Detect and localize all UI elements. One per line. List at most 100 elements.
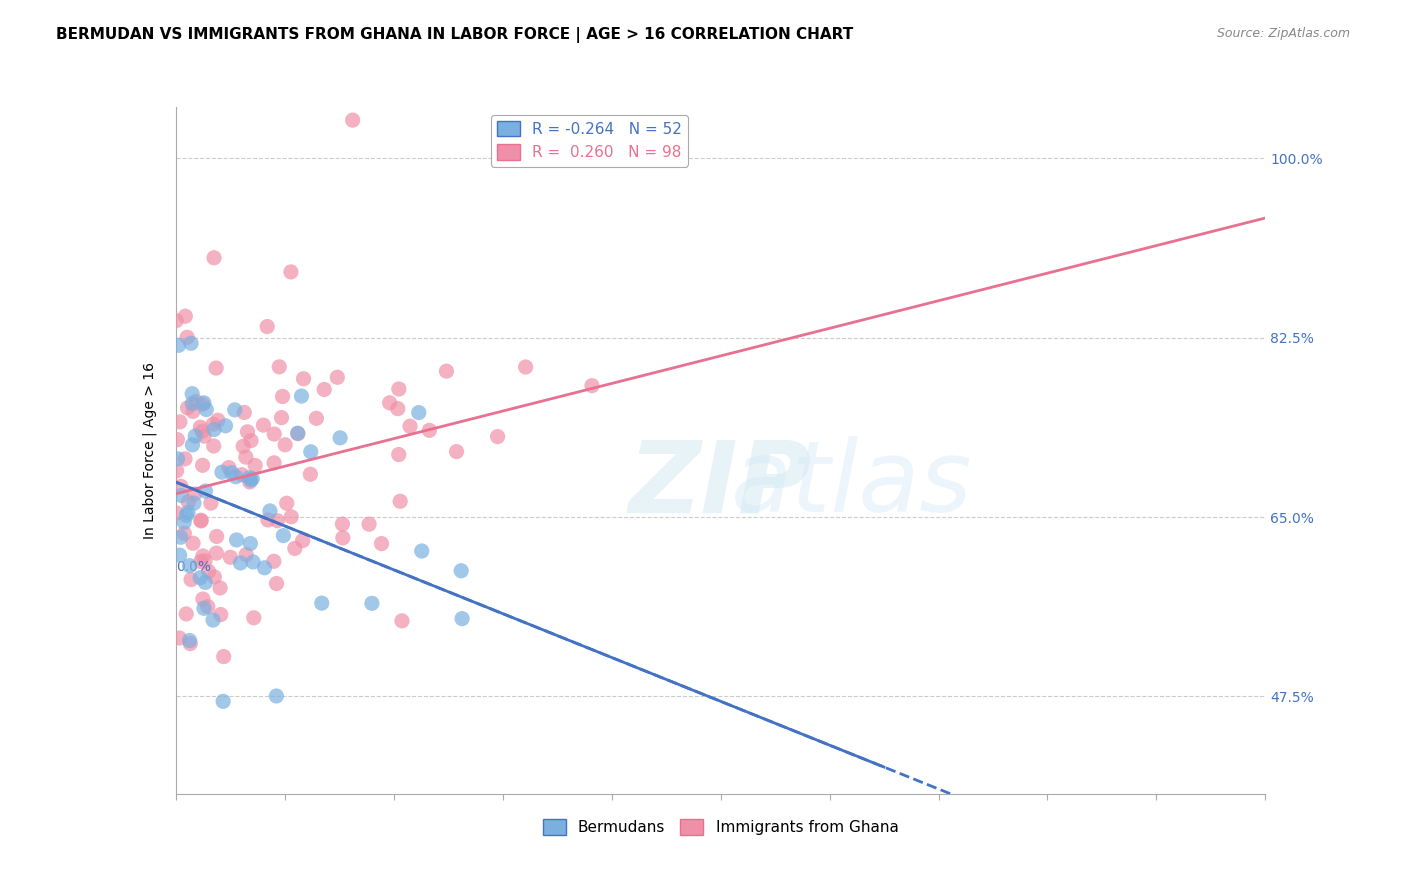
Point [225, 469, 247, 483]
Point [180, 573, 202, 587]
Point [165, 313, 187, 327]
Point [274, 438, 297, 452]
Point [181, 396, 204, 410]
Point [284, 541, 307, 556]
Point [388, 448, 411, 462]
Point [263, 554, 285, 568]
Point [169, 631, 191, 645]
Point [191, 591, 214, 606]
Point [269, 359, 291, 374]
Point [233, 405, 256, 419]
Point [280, 509, 302, 524]
Point [280, 265, 302, 279]
Point [202, 570, 225, 584]
Point [181, 386, 204, 401]
Point [190, 514, 212, 528]
Point [239, 475, 262, 489]
Y-axis label: In Labor Force | Age > 16: In Labor Force | Age > 16 [142, 362, 157, 539]
Point [236, 425, 259, 439]
Point [207, 413, 229, 427]
Point [245, 458, 267, 473]
Point [436, 364, 458, 378]
Point [190, 513, 212, 527]
Point [332, 531, 354, 545]
Point [166, 464, 188, 478]
Point [166, 433, 188, 447]
Point [399, 419, 422, 434]
Point [188, 571, 211, 585]
Point [177, 505, 200, 519]
Point [273, 528, 295, 542]
Point [174, 451, 197, 466]
Point [290, 389, 312, 403]
Point [266, 689, 288, 703]
Point [194, 575, 217, 590]
Point [292, 372, 315, 386]
Point [191, 458, 214, 473]
Point [179, 637, 201, 651]
Point [197, 565, 219, 579]
Point [242, 611, 264, 625]
Point [170, 479, 193, 493]
Legend: Bermudans, Immigrants from Ghana: Bermudans, Immigrants from Ghana [537, 813, 904, 841]
Point [242, 555, 264, 569]
Point [169, 548, 191, 562]
Point [202, 251, 225, 265]
Point [326, 370, 349, 384]
Point [218, 460, 240, 475]
Point [174, 309, 197, 323]
Point [440, 829, 463, 843]
Point [202, 422, 225, 436]
Point [176, 330, 198, 344]
Point [167, 338, 190, 352]
Point [205, 529, 228, 543]
Point [287, 426, 309, 441]
Point [239, 536, 262, 550]
Point [266, 514, 288, 528]
Point [193, 396, 215, 410]
Point [200, 496, 222, 510]
Point [197, 599, 219, 614]
Point [190, 554, 212, 568]
Point [194, 483, 217, 498]
Point [166, 451, 188, 466]
Point [235, 548, 257, 562]
Point [332, 517, 354, 532]
Point [408, 406, 430, 420]
Text: ZIP: ZIP [628, 436, 813, 533]
Point [179, 558, 201, 573]
Point [173, 526, 195, 541]
Point [486, 429, 509, 443]
Point [388, 382, 411, 396]
Text: Source: ZipAtlas.com: Source: ZipAtlas.com [1216, 27, 1350, 40]
Text: atlas: atlas [731, 436, 972, 533]
Point [181, 536, 204, 550]
Point [276, 496, 298, 510]
Point [177, 495, 200, 509]
Point [515, 359, 537, 374]
Point [256, 319, 278, 334]
Point [191, 549, 214, 563]
Point [229, 556, 252, 570]
Point [342, 113, 364, 128]
Point [219, 550, 242, 565]
Point [387, 401, 409, 416]
Text: BERMUDAN VS IMMIGRANTS FROM GHANA IN LABOR FORCE | AGE > 16 CORRELATION CHART: BERMUDAN VS IMMIGRANTS FROM GHANA IN LAB… [56, 27, 853, 43]
Point [165, 506, 187, 520]
Point [271, 389, 294, 403]
Point [176, 508, 198, 523]
Point [209, 607, 232, 622]
Point [181, 404, 204, 418]
Point [240, 434, 263, 448]
Point [240, 472, 263, 486]
Point [231, 467, 253, 482]
Point [239, 473, 262, 487]
Point [305, 411, 328, 425]
Point [451, 612, 474, 626]
Point [184, 394, 207, 409]
Point [170, 489, 193, 503]
Point [184, 429, 207, 443]
Point [194, 554, 217, 568]
Point [209, 581, 232, 595]
Point [205, 546, 228, 560]
